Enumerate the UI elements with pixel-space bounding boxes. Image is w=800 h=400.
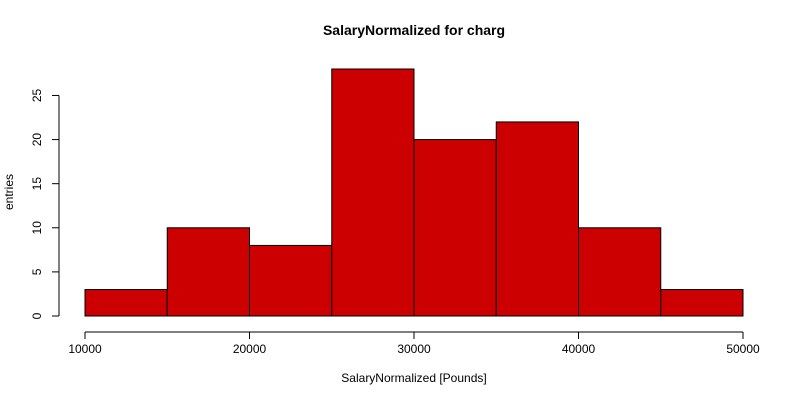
bars-group <box>84 68 744 317</box>
histogram-bar <box>413 139 497 317</box>
histogram-bar <box>495 121 579 317</box>
y-axis: 0 5 10 15 20 25 <box>30 88 60 319</box>
histogram-bar <box>331 68 415 317</box>
histogram-bar <box>249 244 333 317</box>
y-tick-label: 25 <box>30 88 44 102</box>
x-tick-label: 10000 <box>68 342 102 356</box>
histogram-bar <box>166 227 250 317</box>
y-tick-label: 10 <box>30 221 44 235</box>
x-tick-label: 40000 <box>562 342 596 356</box>
y-tick-label: 0 <box>30 312 44 319</box>
x-tick-label: 30000 <box>397 342 431 356</box>
y-tick-label: 20 <box>30 133 44 147</box>
histogram-bar <box>578 227 662 317</box>
x-axis: 10000 20000 30000 40000 50000 <box>68 331 760 356</box>
y-axis-label: entries <box>2 174 16 210</box>
y-tick-label: 5 <box>30 268 44 275</box>
x-axis-label: SalaryNormalized [Pounds] <box>341 371 486 385</box>
histogram-bar <box>84 289 168 317</box>
x-tick-label: 20000 <box>233 342 267 356</box>
x-tick-label: 50000 <box>726 342 760 356</box>
chart-title: SalaryNormalized for charg <box>323 22 505 38</box>
y-tick-label: 15 <box>30 177 44 191</box>
histogram-bar <box>660 289 744 317</box>
